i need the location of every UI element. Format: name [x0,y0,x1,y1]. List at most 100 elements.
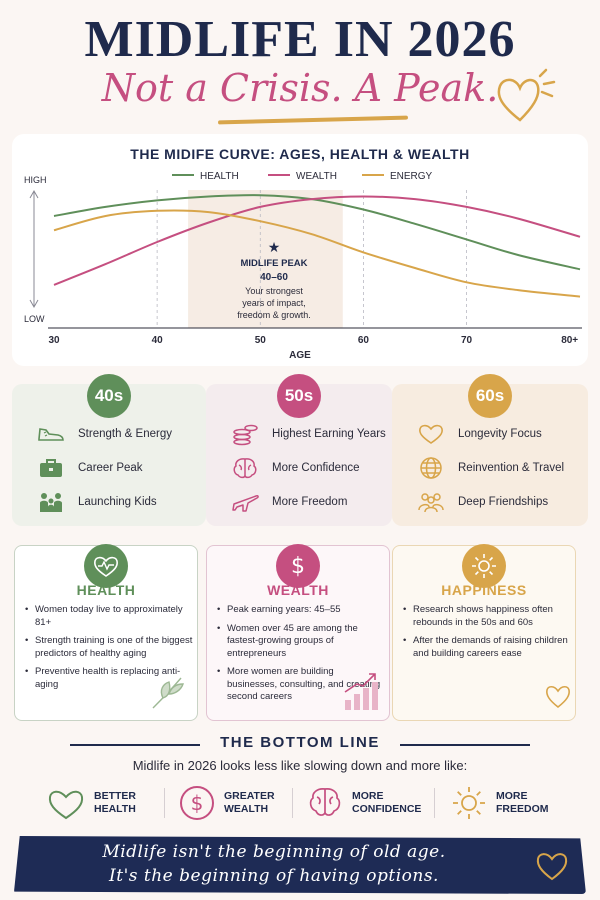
midlife-peak-annotation: ★ MIDLIFE PEAK 40–60 Your strongest year… [237,240,311,320]
chart-plot: HEALTH WEALTH ENERGY HIGH LOW 30 40 50 60 70… [24,171,582,361]
sun-icon [453,787,485,819]
decade-40s: 40s Strength & Energy Career Peak Launch… [12,374,206,526]
x-tick-label: 80+ [561,335,578,346]
airplane-icon [230,490,260,514]
bottom-separator [292,788,293,818]
card-bullets: Research shows happiness often rebounds … [403,604,571,666]
legend-label-wealth: WEALTH [296,171,337,182]
decade-item-label: Strength & Energy [78,428,172,440]
y-axis-arrow [29,189,39,309]
heart-doodle-icon [546,685,570,709]
x-tick-label: 50 [255,335,267,346]
card-bullets: Women today live to approximately 81+ St… [25,604,193,697]
card-bullet: Peak earning years: 45–55 [217,604,385,617]
decade-item: Longevity Focus [416,422,542,446]
x-tick-label: 60 [358,335,370,346]
decade-50s: 50s Highest Earning Years More Confidenc… [206,374,392,526]
sun-icon [462,544,506,588]
y-axis-low-label: LOW [24,314,45,324]
card-bullet: Women today live to approximately 81+ [25,604,193,629]
decade-item-label: More Confidence [272,462,360,474]
decade-badge-50s: 50s [277,374,321,418]
decade-item: Career Peak [36,456,143,480]
peak-range: 40–60 [260,272,288,283]
card-title: HEALTH [76,582,136,598]
card-title: HAPPINESS [441,582,527,598]
card-title: WEALTH [267,582,329,598]
quote-banner: Midlife isn't the beginning of old age. … [14,836,586,894]
bottom-separator [164,788,165,818]
decade-item: More Freedom [230,490,347,514]
decade-item-label: Reinvention & Travel [458,462,565,474]
health-card: HEALTH Women today live to approximately… [14,544,198,721]
card-bullet: Strength training is one of the biggest … [25,635,193,660]
card-bullet: After the demands of raising children an… [403,635,571,660]
globe-icon [416,456,446,480]
decade-item: Launching Kids [36,490,157,514]
chart-title: THE MIDIFE CURVE: AGES, HEALTH & WEALTH [130,146,470,162]
decade-badge-40s: 40s [87,374,131,418]
heart-icon [48,790,84,820]
card-bullet: Women over 45 are among the fastest-grow… [217,623,385,661]
bottom-item-label: BETTER HEALTH [94,790,136,815]
decade-item: Deep Friendships [416,490,548,514]
decade-item-label: Deep Friendships [458,496,549,508]
decade-item-label: Launching Kids [78,496,157,508]
x-axis-label: AGE [289,350,311,361]
coins-icon [230,422,260,446]
peak-desc-line-2: years of impact, [242,298,306,308]
wealth-card: $ WEALTH Peak earning years: 45–55 Women… [206,544,390,721]
peak-title: MIDLIFE PEAK [240,258,307,269]
dollar-icon: $ [276,544,320,588]
bottom-line-subtitle: Midlife in 2026 looks less like slowing … [132,758,468,773]
sneaker-icon [36,422,66,446]
bottom-item-label: GREATER WEALTH [224,790,275,815]
bottom-item-health: BETTER HEALTH [46,784,136,822]
card-bullet: Preventive health is replacing anti-agin… [25,666,193,691]
card-bullet: Research shows happiness often rebounds … [403,604,571,629]
heading-rule-left [70,744,200,746]
heartbeat-icon [84,544,128,588]
bottom-line-title: THE BOTTOM LINE [220,734,380,751]
brain-icon [230,456,260,480]
decade-item-label: More Freedom [272,496,348,508]
friends-icon [416,490,446,514]
x-axis-ticks: 30 40 50 60 70 80+ [48,335,578,346]
chart-gridlines [156,190,467,328]
y-axis-high-label: HIGH [24,175,47,185]
page-title: MIDLIFE IN 2026 [84,11,516,68]
decade-badge-60s: 60s [468,374,512,418]
bottom-item-freedom: MORE FREEDOM [450,784,549,822]
midlife-curve-chart: THE MIDIFE CURVE: AGES, HEALTH & WEALTH … [12,134,588,366]
chart-legend: HEALTH WEALTH ENERGY [172,171,433,182]
subtitle-underline [217,115,409,125]
legend-label-energy: ENERGY [390,171,433,182]
bottom-item-wealth: $ GREATER WEALTH [178,784,275,822]
growth-chart-icon [344,673,378,710]
happiness-card: HAPPINESS Research shows happiness often… [392,544,576,721]
heart-doodle-icon [536,853,568,881]
heading-rule-right [400,744,530,746]
series-line-wealth [53,195,581,286]
x-tick-label: 40 [152,335,164,346]
heart-icon [416,422,446,446]
decade-item: Strength & Energy [36,422,172,446]
decade-item-label: Career Peak [78,462,143,474]
dollar-icon: $ [180,786,214,820]
legend-label-health: HEALTH [200,171,239,182]
quote-line-2: It's the beginning of having options. [109,866,439,886]
page-subtitle: Not a Crisis. A Peak. [101,66,499,110]
series-line-energy [53,209,581,298]
bottom-item-confidence: MORE CONFIDENCE [306,784,421,822]
x-tick-label: 70 [461,335,473,346]
chart-series [53,194,581,298]
decades-row: 40s Strength & Energy Career Peak Launch… [12,374,588,526]
decade-item: Highest Earning Years [230,422,386,446]
briefcase-icon [36,456,66,480]
decade-item-label: Longevity Focus [458,428,542,440]
leaf-sprig-icon [152,677,184,709]
svg-text:$: $ [191,791,204,815]
quote-line-1: Midlife isn't the beginning of old age. [102,842,446,862]
decade-60s: 60s Longevity Focus Reinvention & Travel… [392,374,588,526]
x-tick-label: 30 [48,335,60,346]
